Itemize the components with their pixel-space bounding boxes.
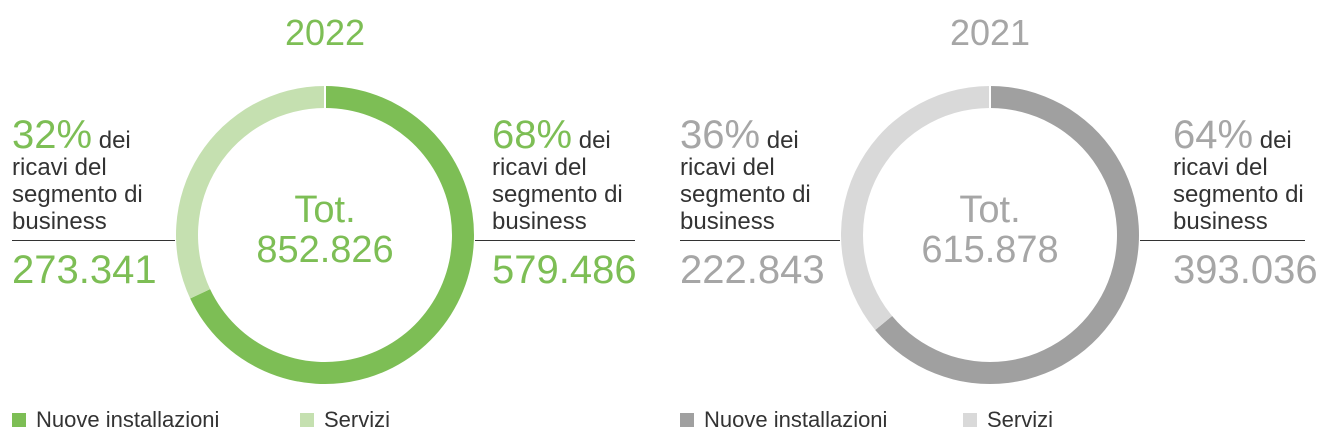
segment-percent: 36%: [680, 113, 761, 157]
center-total: 615.878: [921, 229, 1059, 271]
legend-swatch: [680, 413, 694, 427]
segment-text: dei ricavi del segmento di business: [492, 127, 623, 235]
segment-percent: 68%: [492, 113, 573, 157]
segment-text: dei ricavi del segmento di business: [680, 127, 811, 235]
segment-rule: [680, 240, 840, 241]
segment-amount: 579.486: [492, 248, 637, 292]
center-label: Tot. 852.826: [256, 190, 393, 270]
legend-swatch: [12, 413, 26, 427]
donut-slice: [841, 86, 990, 330]
legend-label: Nuove installazioni: [36, 407, 220, 432]
donut-slice: [875, 86, 1140, 384]
segment-text: dei ricavi del segmento di business: [12, 127, 143, 235]
legend-label: Servizi: [987, 407, 1054, 432]
segment-text: dei ricavi del segmento di business: [1173, 127, 1304, 235]
segment-label: 32% dei ricavi del segmento di business: [12, 115, 162, 235]
legend-item: Servizi: [963, 407, 1053, 433]
center-prefix: Tot.: [959, 189, 1021, 231]
legend-item: Nuove installazioni: [12, 407, 219, 433]
chart-title: 2022: [284, 12, 366, 53]
segment-label: 36% dei ricavi del segmento di business: [680, 115, 830, 235]
center-label: Tot. 615.878: [921, 190, 1058, 270]
segment-rule: [1140, 240, 1305, 241]
legend-item: Nuove installazioni: [680, 407, 887, 433]
legend-swatch: [963, 413, 977, 427]
segment-label: 68% dei ricavi del segmento di business: [492, 115, 642, 235]
legend-swatch: [300, 413, 314, 427]
legend-label: Servizi: [324, 407, 391, 432]
segment-label: 64% dei ricavi del segmento di business: [1173, 115, 1321, 235]
center-total: 852.826: [256, 229, 394, 271]
segment-percent: 32%: [12, 113, 93, 157]
donut-slice: [175, 85, 325, 299]
segment-rule: [475, 240, 635, 241]
chart-title: 2021: [949, 12, 1031, 53]
segment-rule: [12, 240, 175, 241]
segment-amount: 273.341: [12, 248, 157, 292]
segment-percent: 64%: [1173, 113, 1254, 157]
legend-item: Servizi: [300, 407, 390, 433]
legend-label: Nuove installazioni: [704, 407, 888, 432]
segment-amount: 393.036: [1173, 248, 1318, 292]
segment-amount: 222.843: [680, 248, 825, 292]
center-prefix: Tot.: [294, 189, 356, 231]
